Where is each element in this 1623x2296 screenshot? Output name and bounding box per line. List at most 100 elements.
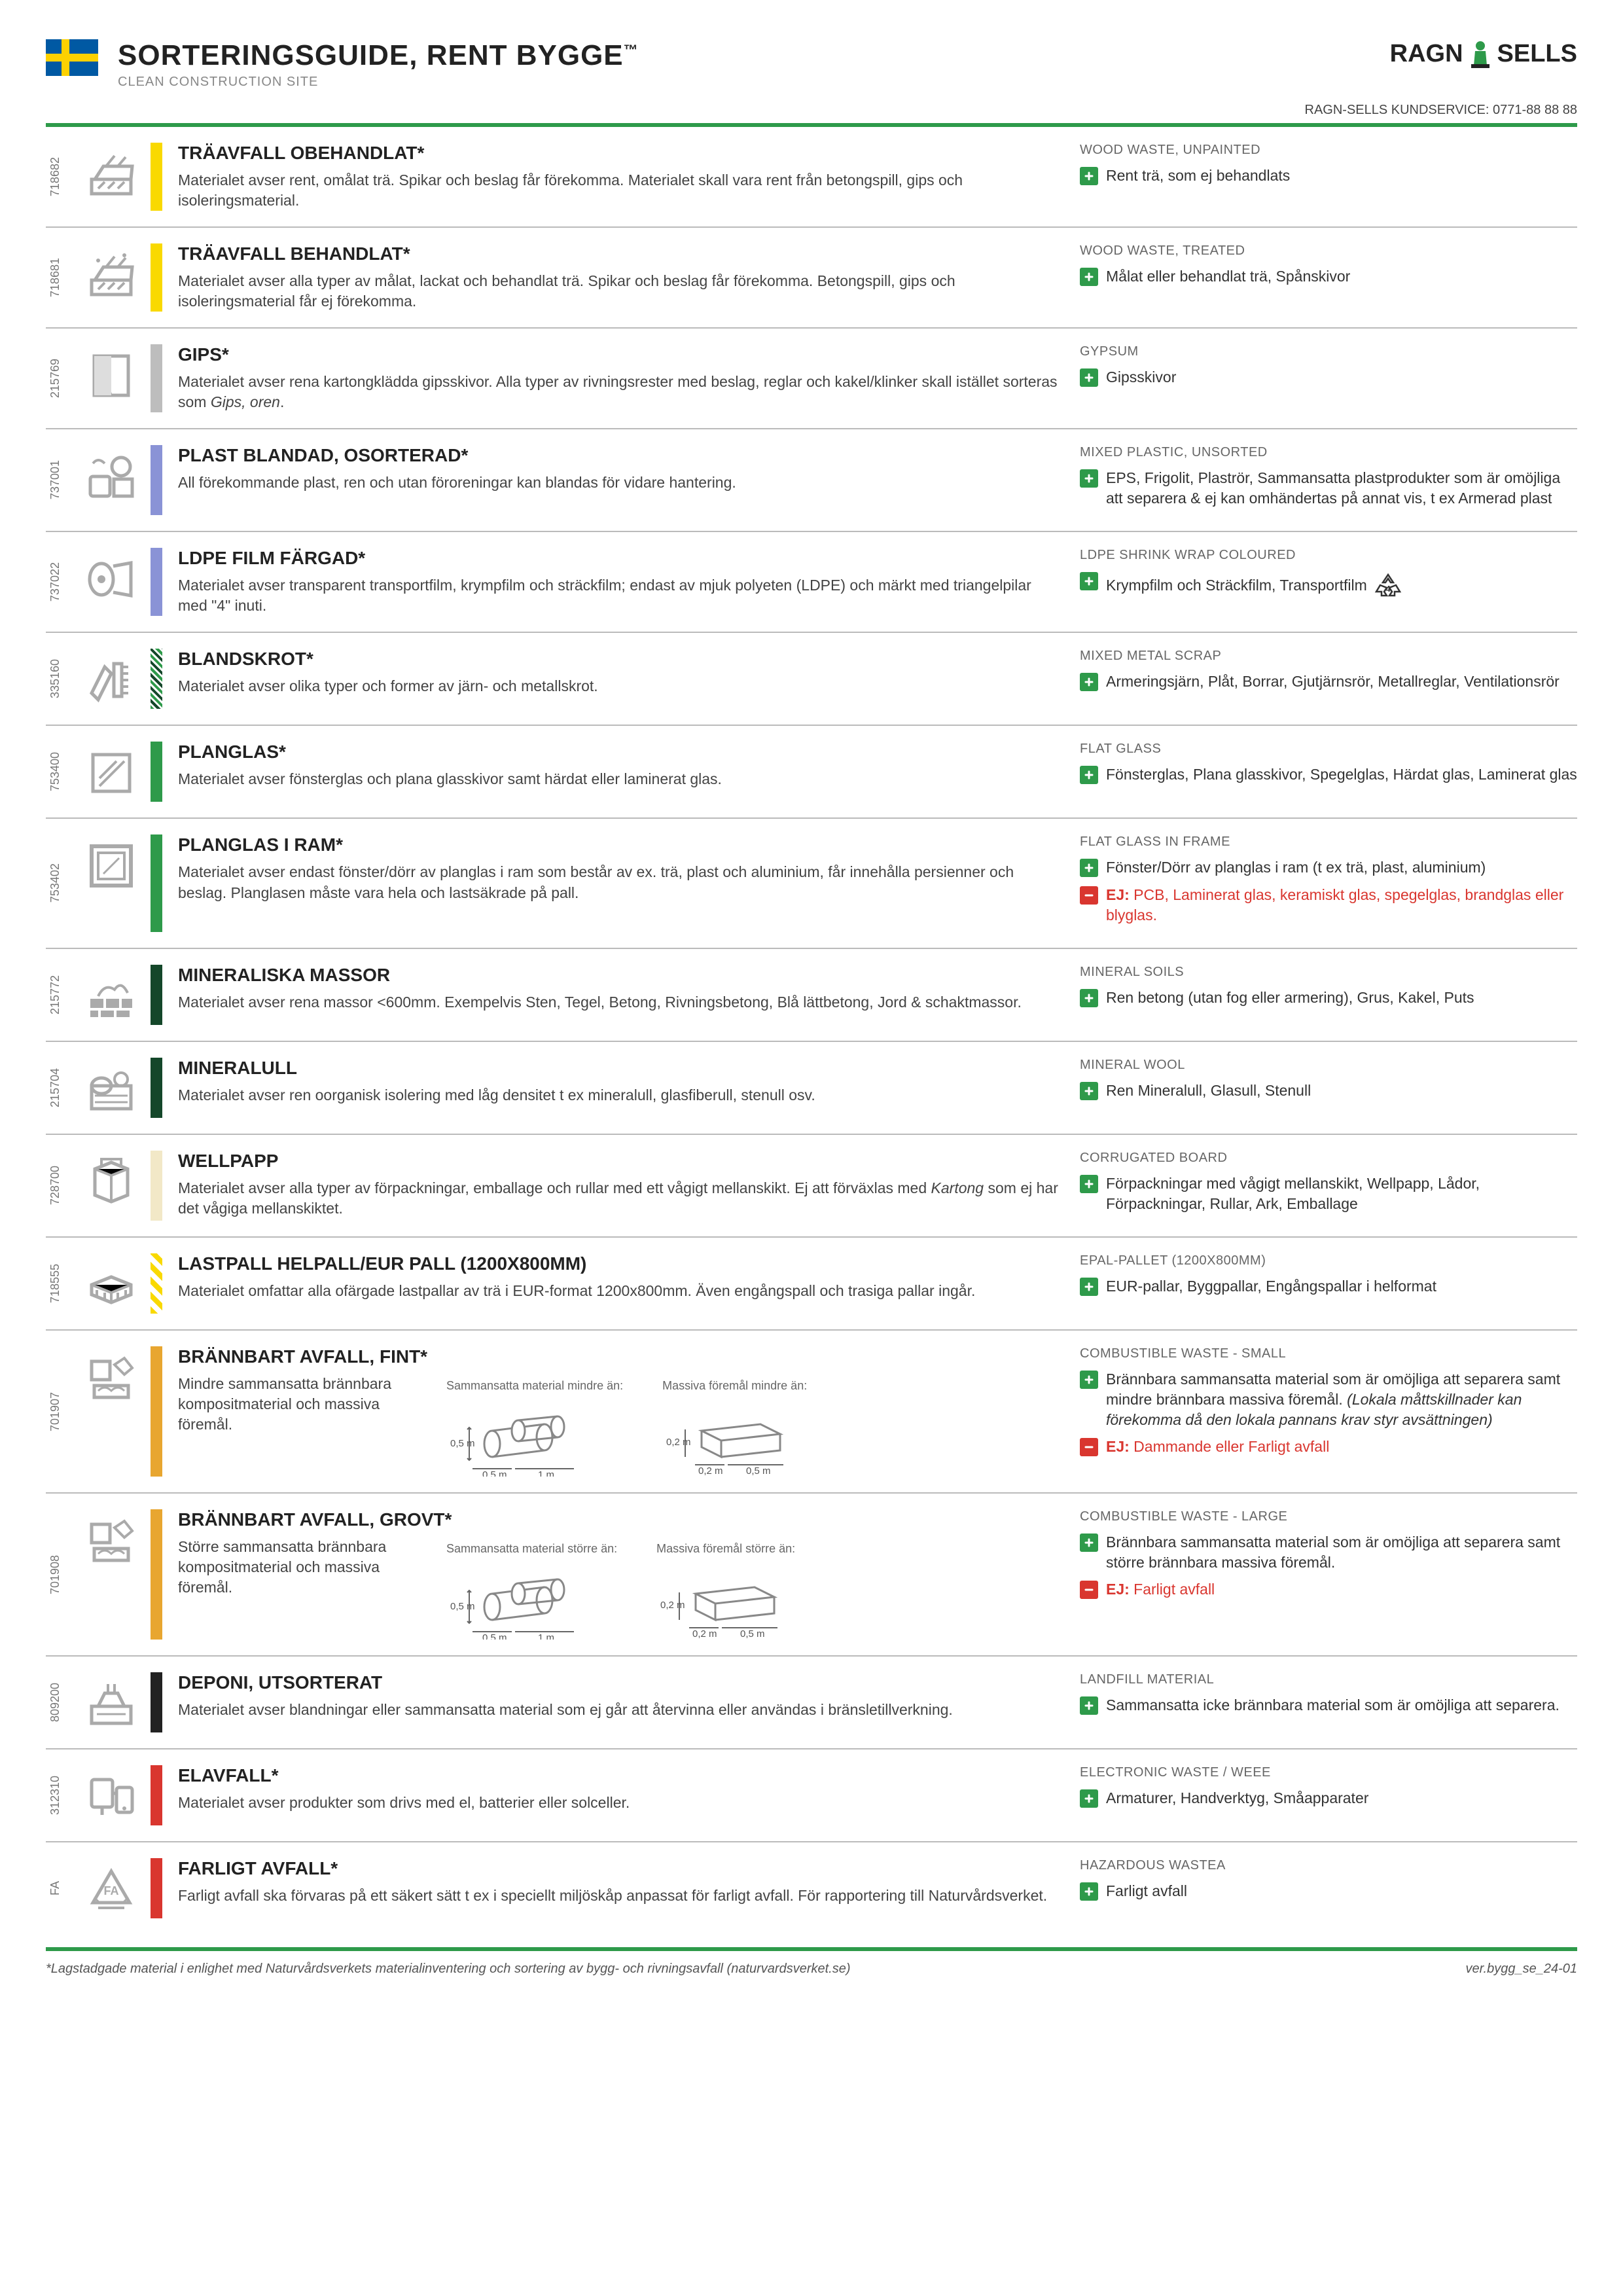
color-bar bbox=[151, 243, 162, 312]
waste-row: 718681 TRÄAVFALL BEHANDLAT* Materialet a… bbox=[46, 226, 1577, 327]
right-column: LDPE SHRINK WRAP COLOURED Krympfilm och … bbox=[1080, 548, 1577, 616]
include-line: Förpackningar med vågigt mellanskikt, We… bbox=[1080, 1174, 1577, 1214]
plus-icon bbox=[1080, 469, 1098, 488]
english-title: EPAL-PALLET (1200X800MM) bbox=[1080, 1253, 1577, 1268]
film-icon bbox=[82, 550, 140, 608]
material-code: 753402 bbox=[46, 834, 72, 931]
english-title: FLAT GLASS IN FRAME bbox=[1080, 834, 1577, 850]
category-icon-cell bbox=[72, 1253, 151, 1314]
right-column: GYPSUM Gipsskivor bbox=[1080, 344, 1577, 412]
waste-row: 737001 PLAST BLANDAD, OSORTERAD* All för… bbox=[46, 428, 1577, 531]
right-column: MINERAL SOILS Ren betong (utan fog eller… bbox=[1080, 965, 1577, 1025]
bottom-green-bar bbox=[46, 1947, 1577, 1951]
category-icon-cell bbox=[72, 548, 151, 616]
main-column: PLANGLAS I RAM* Materialet avser endast … bbox=[178, 834, 1080, 931]
waste-row: 215769 GIPS* Materialet avser rena karto… bbox=[46, 327, 1577, 428]
plus-icon bbox=[1080, 167, 1098, 185]
include-line: EPS, Frigolit, Plaströr, Sammansatta pla… bbox=[1080, 468, 1577, 509]
english-title: WOOD WASTE, TREATED bbox=[1080, 243, 1577, 259]
combust-icon bbox=[82, 1349, 140, 1407]
category-title: ELAVFALL* bbox=[178, 1765, 1060, 1786]
material-code: 718555 bbox=[46, 1253, 72, 1314]
right-column: MIXED METAL SCRAP Armeringsjärn, Plåt, B… bbox=[1080, 649, 1577, 709]
glassframe-icon bbox=[82, 837, 140, 895]
category-title: BRÄNNBART AVFALL, GROVT* bbox=[178, 1509, 1060, 1530]
wood2-icon bbox=[82, 246, 140, 304]
plus-icon bbox=[1080, 989, 1098, 1007]
waste-row: 215772 MINERALISKA MASSOR Materialet avs… bbox=[46, 948, 1577, 1041]
category-title: PLANGLAS I RAM* bbox=[178, 834, 1060, 855]
english-title: FLAT GLASS bbox=[1080, 742, 1577, 757]
category-desc: Materialet avser produkter som drivs med… bbox=[178, 1793, 1060, 1813]
plus-icon bbox=[1080, 368, 1098, 387]
category-title: TRÄAVFALL OBEHANDLAT* bbox=[178, 143, 1060, 164]
category-title: MINERALISKA MASSOR bbox=[178, 965, 1060, 986]
material-code: 728700 bbox=[46, 1151, 72, 1221]
category-title: LASTPALL HELPALL/EUR PALL (1200X800MM) bbox=[178, 1253, 1060, 1274]
title-block: SORTERINGSGUIDE, RENT BYGGE™ CLEAN CONST… bbox=[118, 39, 639, 90]
material-code: 312310 bbox=[46, 1765, 72, 1825]
footer: *Lagstadgade material i enlighet med Nat… bbox=[46, 1962, 1577, 1977]
right-column: WOOD WASTE, UNPAINTED Rent trä, som ej b… bbox=[1080, 143, 1577, 211]
color-bar bbox=[151, 445, 162, 515]
svg-text:0,2 m: 0,2 m bbox=[698, 1465, 723, 1477]
exclude-line: EJ: Dammande eller Farligt avfall bbox=[1080, 1437, 1577, 1457]
category-title: GIPS* bbox=[178, 344, 1060, 365]
color-bar bbox=[151, 965, 162, 1025]
kundservice: RAGN-SELLS KUNDSERVICE: 0771-88 88 88 bbox=[46, 103, 1577, 118]
category-desc: Materialet avser ren oorganisk isolering… bbox=[178, 1085, 1060, 1105]
diagram-label: Sammansatta material mindre än: bbox=[446, 1379, 623, 1393]
category-icon-cell bbox=[72, 1509, 151, 1640]
material-code: 737022 bbox=[46, 548, 72, 616]
color-bar bbox=[151, 143, 162, 211]
exclude-line: EJ: Farligt avfall bbox=[1080, 1579, 1577, 1600]
category-title: PLANGLAS* bbox=[178, 742, 1060, 762]
minus-icon bbox=[1080, 1581, 1098, 1599]
category-desc: Materialet avser alla typer av målat, la… bbox=[178, 271, 1060, 312]
include-line: Gipsskivor bbox=[1080, 367, 1577, 387]
minus-icon bbox=[1080, 1438, 1098, 1456]
svg-text:0,5 m: 0,5 m bbox=[740, 1628, 765, 1640]
main-column: LDPE FILM FÄRGAD* Materialet avser trans… bbox=[178, 548, 1080, 616]
category-desc: Materialet avser rena kartongklädda gips… bbox=[178, 372, 1060, 412]
right-column: FLAT GLASS Fönsterglas, Plana glasskivor… bbox=[1080, 742, 1577, 802]
category-desc: All förekommande plast, ren och utan för… bbox=[178, 473, 1060, 493]
waste-row: 718555 LASTPALL HELPALL/EUR PALL (1200X8… bbox=[46, 1236, 1577, 1329]
category-desc: Materialet avser endast fönster/dörr av … bbox=[178, 862, 1060, 903]
category-title: FARLIGT AVFALL* bbox=[178, 1858, 1060, 1879]
include-line: Brännbara sammansatta material som är om… bbox=[1080, 1369, 1577, 1430]
include-line: Ren betong (utan fog eller armering), Gr… bbox=[1080, 988, 1577, 1008]
gips-icon bbox=[82, 347, 140, 404]
ragnsells-logo: RAGN SELLS bbox=[1390, 39, 1577, 68]
svg-text:0,5 m: 0,5 m bbox=[450, 1438, 475, 1449]
include-line: Krympfilm och Sträckfilm, Transportfilm4 bbox=[1080, 571, 1577, 602]
svg-text:0,5 m: 0,5 m bbox=[482, 1632, 507, 1640]
material-code: 701907 bbox=[46, 1346, 72, 1477]
include-line: Fönster/Dörr av planglas i ram (t ex trä… bbox=[1080, 857, 1577, 878]
category-title: LDPE FILM FÄRGAD* bbox=[178, 548, 1060, 569]
plus-icon bbox=[1080, 859, 1098, 877]
category-title: PLAST BLANDAD, OSORTERAD* bbox=[178, 445, 1060, 466]
category-icon-cell bbox=[72, 143, 151, 211]
main-column: WELLPAPP Materialet avser alla typer av … bbox=[178, 1151, 1080, 1221]
plus-icon bbox=[1080, 1175, 1098, 1193]
category-desc: Mindre sammansatta brännbara kompositmat… bbox=[178, 1374, 427, 1477]
color-bar bbox=[151, 1672, 162, 1732]
category-title: WELLPAPP bbox=[178, 1151, 1060, 1172]
svg-text:0,2 m: 0,2 m bbox=[666, 1437, 691, 1448]
category-title: TRÄAVFALL BEHANDLAT* bbox=[178, 243, 1060, 264]
include-line: Fönsterglas, Plana glasskivor, Spegelgla… bbox=[1080, 764, 1577, 785]
right-column: FLAT GLASS IN FRAME Fönster/Dörr av plan… bbox=[1080, 834, 1577, 931]
english-title: COMBUSTIBLE WASTE - LARGE bbox=[1080, 1509, 1577, 1524]
include-line: Ren Mineralull, Glasull, Stenull bbox=[1080, 1081, 1577, 1101]
diagram-icon: 0,2 m0,2 m0,5 m bbox=[662, 1398, 806, 1477]
category-desc: Materialet avser transparent transportfi… bbox=[178, 575, 1060, 616]
material-code: 215769 bbox=[46, 344, 72, 412]
plus-icon bbox=[1080, 572, 1098, 590]
category-title: DEPONI, UTSORTERAT bbox=[178, 1672, 1060, 1693]
material-code: FA bbox=[46, 1858, 72, 1918]
english-title: MINERAL SOILS bbox=[1080, 965, 1577, 980]
include-line: Målat eller behandlat trä, Spånskivor bbox=[1080, 266, 1577, 287]
plus-icon bbox=[1080, 1696, 1098, 1715]
category-icon-cell bbox=[72, 243, 151, 312]
